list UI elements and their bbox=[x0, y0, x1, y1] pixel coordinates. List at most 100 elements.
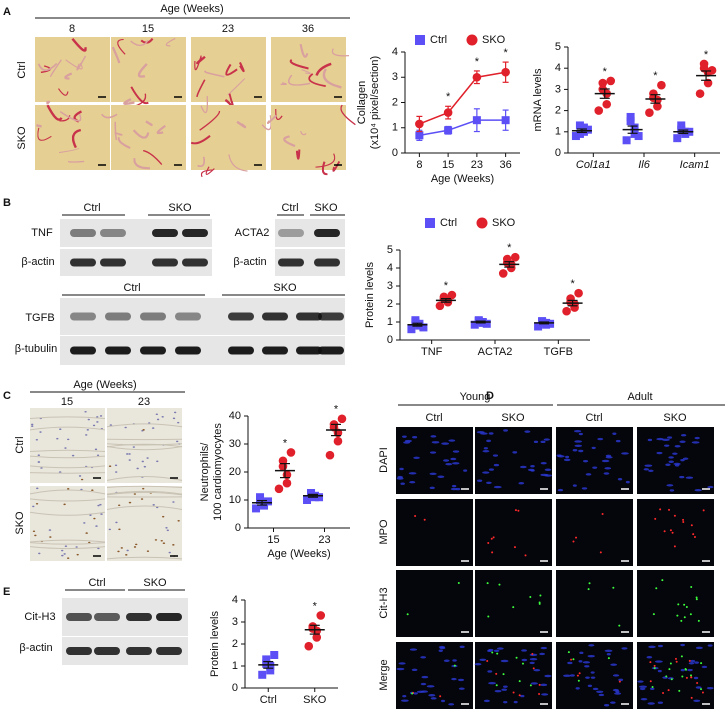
nucleus bbox=[518, 482, 525, 485]
cit-h3-dot bbox=[678, 689, 681, 692]
y-tick-label: 4 bbox=[392, 46, 398, 58]
panel-label: C bbox=[3, 390, 11, 402]
cit-h3-dot bbox=[453, 664, 456, 667]
point bbox=[415, 119, 424, 129]
nucleus bbox=[612, 688, 619, 692]
cit-h3-dot bbox=[411, 692, 414, 695]
cit-h3-dot bbox=[689, 613, 692, 616]
nucleus bbox=[540, 683, 548, 687]
nucleus bbox=[40, 467, 43, 469]
fiber bbox=[106, 446, 183, 451]
nucleus bbox=[64, 545, 68, 548]
mpo-dot bbox=[667, 689, 670, 692]
nucleus bbox=[639, 687, 646, 691]
nucleus bbox=[674, 445, 681, 448]
cit-h3-dot bbox=[676, 614, 679, 617]
nucleus bbox=[168, 551, 171, 554]
panel-label: B bbox=[3, 197, 11, 209]
nucleus bbox=[474, 662, 482, 666]
y-tick-label: 30 bbox=[229, 438, 241, 450]
nucleus bbox=[413, 692, 418, 695]
point bbox=[312, 633, 322, 642]
band bbox=[70, 258, 96, 267]
mpo-dot bbox=[653, 664, 656, 667]
nucleus bbox=[682, 457, 689, 460]
nucleus bbox=[610, 701, 616, 704]
point bbox=[594, 106, 604, 115]
x-tick-label: TGFB bbox=[544, 346, 573, 358]
cit-h3-dot bbox=[529, 596, 532, 599]
point bbox=[598, 78, 608, 88]
nucleus bbox=[176, 440, 179, 443]
fiber bbox=[301, 44, 308, 57]
band bbox=[66, 613, 92, 621]
band bbox=[175, 346, 201, 355]
nucleus bbox=[32, 505, 35, 508]
cit-h3-dot bbox=[669, 662, 672, 665]
nucleus bbox=[165, 526, 168, 529]
fiber bbox=[69, 161, 85, 162]
nucleus bbox=[441, 442, 450, 445]
micrograph bbox=[271, 37, 346, 102]
band bbox=[278, 258, 304, 267]
y-tick-label: 3 bbox=[387, 280, 393, 292]
nucleus bbox=[31, 423, 34, 426]
fiber bbox=[124, 99, 134, 104]
fiber bbox=[106, 443, 183, 448]
fiber bbox=[309, 74, 326, 86]
error-bar bbox=[567, 299, 578, 307]
error-bar bbox=[440, 298, 451, 303]
point bbox=[498, 269, 508, 278]
nucleus bbox=[459, 645, 465, 649]
fiber bbox=[106, 423, 183, 428]
cit-h3-dot bbox=[538, 602, 541, 605]
band bbox=[314, 258, 340, 267]
mpo-dot bbox=[495, 672, 498, 675]
fiber bbox=[29, 426, 106, 431]
band bbox=[70, 229, 96, 237]
nucleus bbox=[592, 466, 598, 469]
nucleus bbox=[615, 439, 621, 443]
point bbox=[270, 651, 279, 659]
point bbox=[333, 436, 343, 446]
fiber bbox=[301, 70, 310, 74]
fiber bbox=[106, 556, 183, 560]
fiber bbox=[72, 39, 85, 51]
nucleus bbox=[544, 468, 552, 471]
fluorescence-image bbox=[475, 427, 552, 494]
fiber bbox=[289, 75, 310, 85]
y-tick-label: 5 bbox=[555, 41, 561, 53]
significance-mark: * bbox=[570, 278, 575, 290]
mpo-dot bbox=[575, 536, 578, 539]
nucleus bbox=[486, 439, 491, 443]
nucleus bbox=[443, 659, 450, 662]
fiber bbox=[58, 89, 67, 96]
nucleus bbox=[685, 476, 694, 479]
point bbox=[447, 290, 457, 300]
mpo-dot bbox=[514, 509, 517, 512]
nucleus bbox=[563, 458, 571, 462]
nucleus bbox=[640, 697, 648, 701]
mpo-dot bbox=[659, 508, 662, 511]
line bbox=[419, 71, 506, 125]
y-tick-label: 2 bbox=[232, 638, 238, 650]
y-tick-label: 2 bbox=[387, 298, 393, 310]
nucleus bbox=[95, 525, 98, 527]
nucleus bbox=[539, 652, 546, 656]
cit-h3-dot bbox=[491, 651, 494, 654]
fiber bbox=[291, 60, 309, 69]
fluorescence-image bbox=[637, 427, 714, 494]
fiber bbox=[59, 148, 79, 153]
y-axis-label: (x10⁴ pixel/section) bbox=[369, 56, 381, 149]
point bbox=[622, 136, 631, 145]
mpo-dot bbox=[492, 536, 495, 539]
nucleus bbox=[656, 451, 663, 455]
cit-h3-dot bbox=[612, 586, 615, 589]
significance-mark: * bbox=[446, 91, 451, 103]
nucleus bbox=[529, 658, 538, 661]
nucleus bbox=[97, 504, 100, 507]
nucleus bbox=[56, 437, 59, 440]
nucleus bbox=[483, 447, 489, 450]
cit-h3-dot bbox=[567, 651, 570, 654]
nucleus bbox=[648, 645, 656, 649]
